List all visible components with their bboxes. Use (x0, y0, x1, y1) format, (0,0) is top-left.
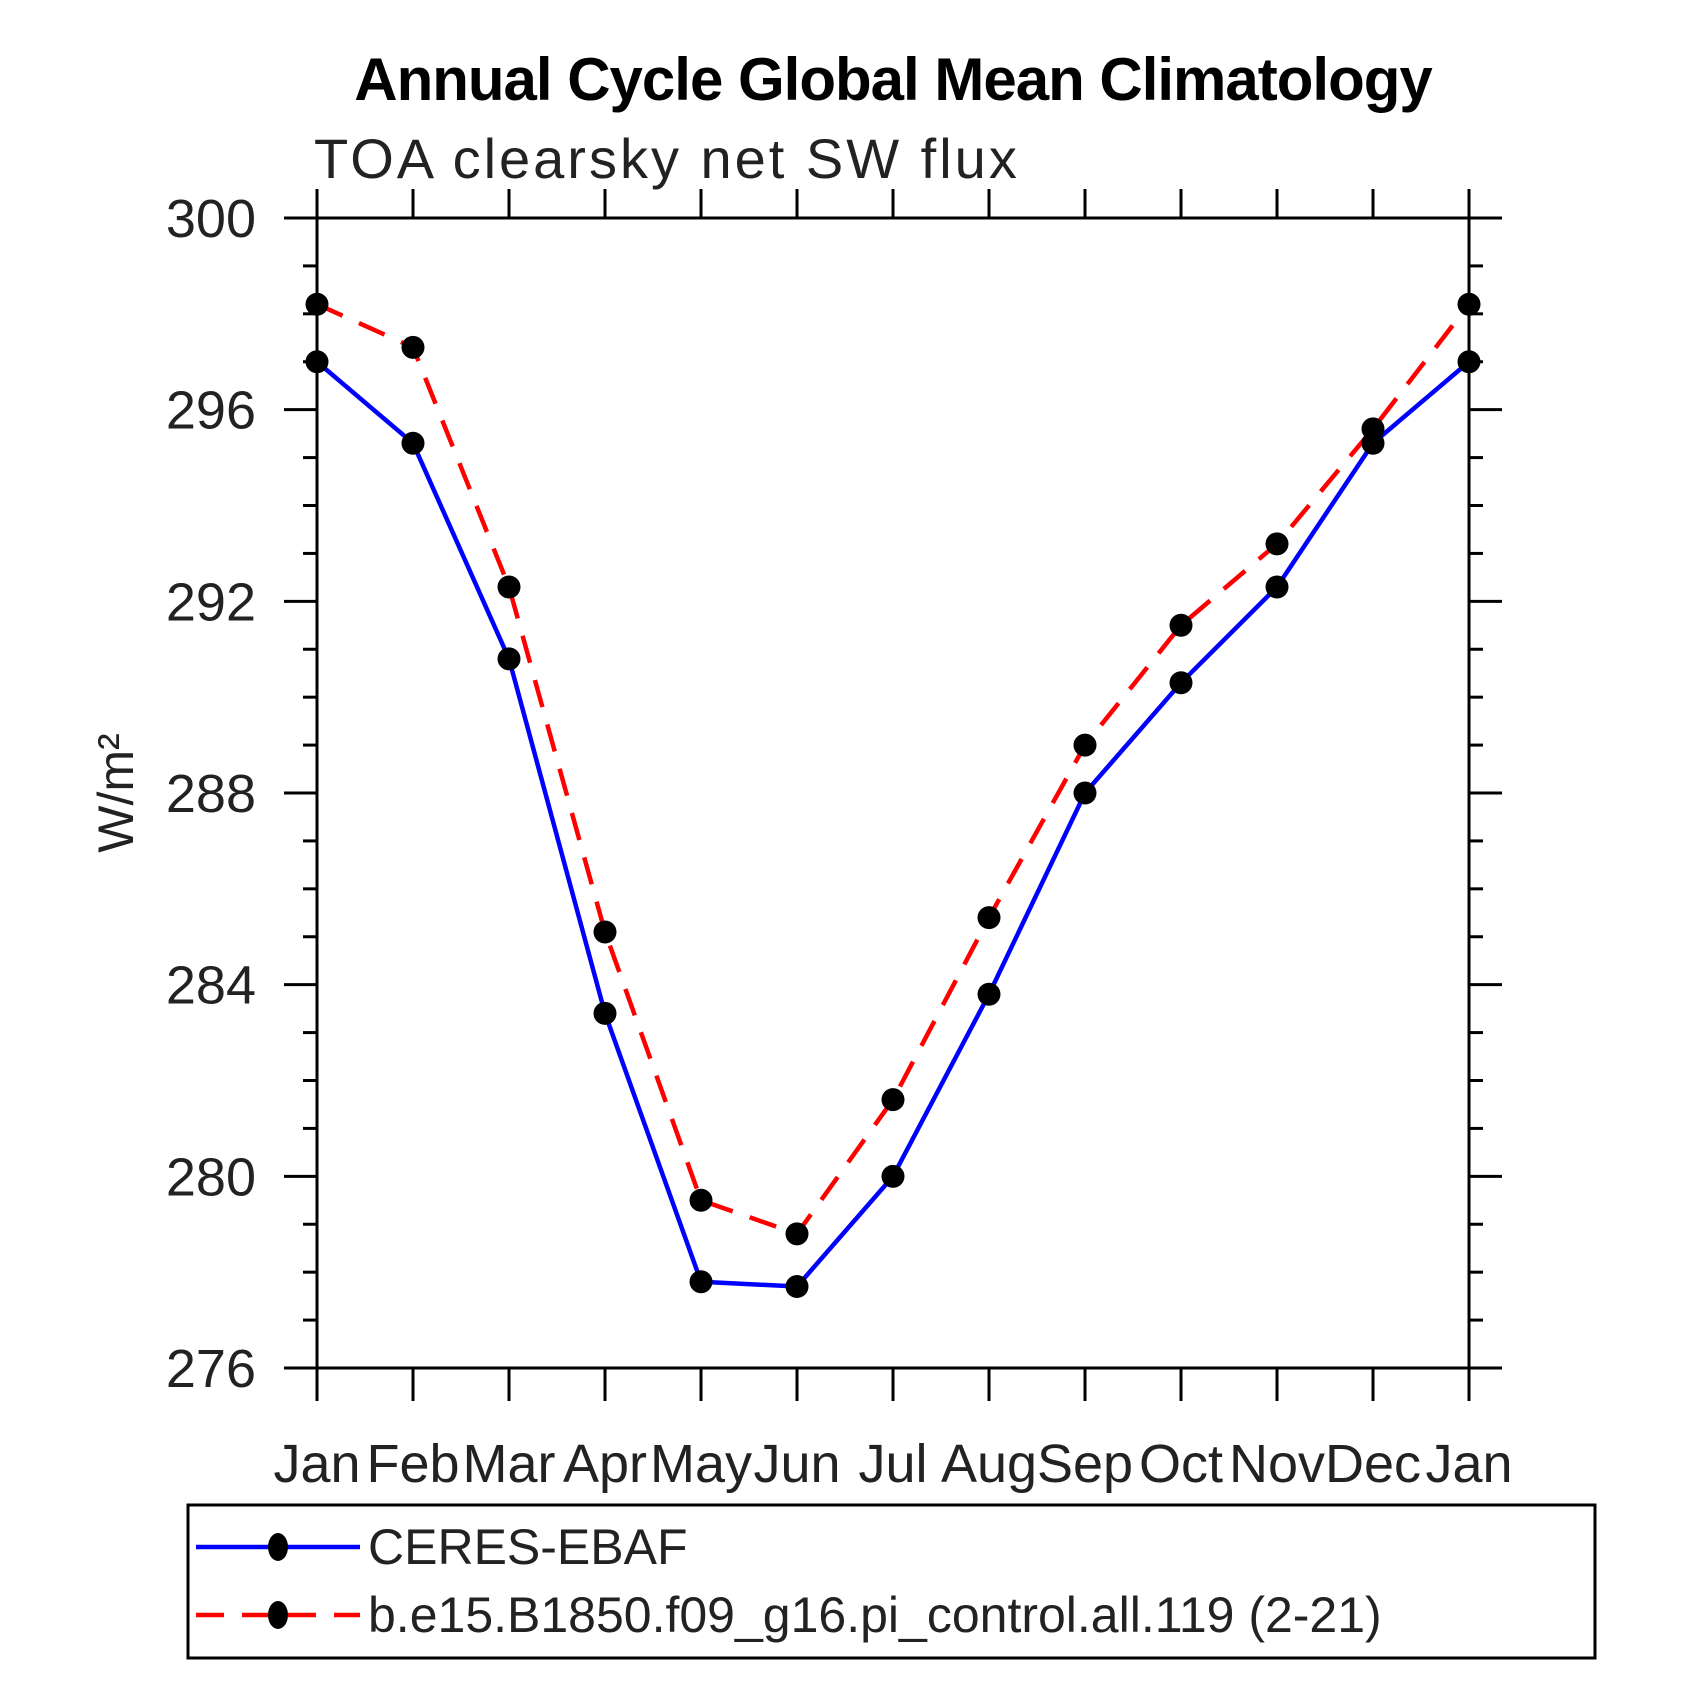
plot-frame (315, 216, 1471, 1370)
series-line-0 (315, 360, 1471, 1289)
legend-label-model: b.e15.B1850.f09_g16.pi_control.all.119 (… (368, 1587, 1382, 1643)
y-tick-label: 284 (166, 956, 256, 1016)
x-tick-label: Nov (1229, 1434, 1325, 1494)
x-tick-label: Sep (1037, 1434, 1133, 1494)
y-tick-label: 292 (166, 572, 256, 632)
legend-box (186, 1503, 1597, 1660)
data-point-marker-series-0 (1457, 350, 1481, 374)
x-tick-label: Apr (563, 1434, 647, 1494)
data-point-marker-series-0 (593, 1001, 617, 1025)
x-tick-label: Oct (1139, 1434, 1223, 1494)
y-axis-label: W/m² (88, 733, 144, 852)
x-tick-label: Feb (366, 1434, 459, 1494)
data-point-marker-series-1 (1361, 417, 1385, 441)
data-point-marker-series-1 (785, 1222, 809, 1246)
data-point-marker-series-1 (1457, 292, 1481, 316)
data-point-marker-series-1 (881, 1088, 905, 1112)
y-tick-label: 280 (166, 1147, 256, 1207)
data-point-marker-series-0 (785, 1275, 809, 1299)
legend-marker-ceres (268, 1533, 288, 1561)
x-tick-label: May (650, 1434, 752, 1494)
data-point-marker-series-0 (1073, 781, 1097, 805)
data-point-marker-series-0 (401, 431, 425, 455)
x-tick-label: Dec (1325, 1434, 1421, 1494)
data-point-marker-series-1 (497, 575, 521, 599)
data-point-marker-series-0 (1265, 575, 1289, 599)
data-point-marker-series-0 (305, 350, 329, 374)
data-point-marker-series-0 (689, 1270, 713, 1294)
data-point-marker-series-1 (1265, 532, 1289, 556)
chart-title: Annual Cycle Global Mean Climatology (354, 46, 1433, 113)
legend: CERES-EBAF b.e15.B1850.f09_g16.pi_contro… (186, 1503, 1597, 1660)
data-point-marker-series-0 (497, 647, 521, 671)
chart-subtitle: TOA clearsky net SW flux (314, 127, 1020, 190)
data-point-marker-series-1 (401, 335, 425, 359)
data-point-marker-series-1 (977, 906, 1001, 930)
x-tick-label: Aug (941, 1434, 1037, 1494)
data-point-marker-series-1 (305, 292, 329, 316)
data-point-marker-series-1 (1073, 733, 1097, 757)
y-tick-label: 296 (166, 381, 256, 441)
x-tick-label: Mar (463, 1434, 556, 1494)
data-point-marker-series-0 (1169, 671, 1193, 695)
data-point-marker-series-1 (1169, 613, 1193, 637)
y-tick-label: 300 (166, 189, 256, 249)
legend-marker-model (268, 1601, 288, 1629)
data-point-marker-series-1 (593, 920, 617, 944)
data-point-marker-series-0 (881, 1164, 905, 1188)
x-tick-label: Jul (858, 1434, 927, 1494)
x-tick-label: Jan (273, 1434, 360, 1494)
data-point-marker-series-0 (977, 982, 1001, 1006)
x-tick-label: Jun (753, 1434, 840, 1494)
legend-label-ceres: CERES-EBAF (368, 1519, 688, 1575)
data-point-marker-series-1 (689, 1188, 713, 1212)
x-tick-label: Jan (1425, 1434, 1512, 1494)
y-tick-label: 288 (166, 764, 256, 824)
y-tick-label: 276 (166, 1339, 256, 1399)
series-layer (305, 292, 1481, 1299)
